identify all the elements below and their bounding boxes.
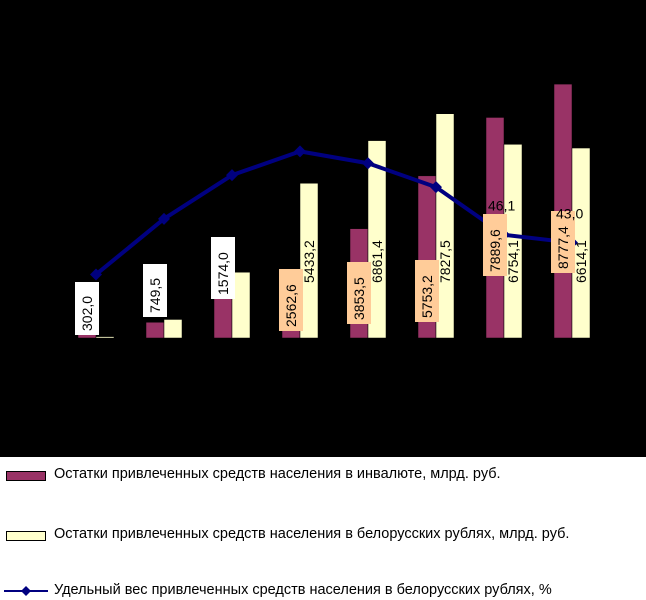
share-marker-0 [90,268,102,281]
legend-label-foreign: Остатки привлеченных средств населения в… [54,466,501,482]
label-share-7: 43,0 [556,206,583,222]
bar-byr-0 [95,336,115,339]
label-foreign-2-box [211,237,235,299]
label-share-6: 46,1 [488,198,515,214]
bar-byr-1 [163,319,183,339]
label-byr-4: 6861,4 [369,240,385,283]
bar-foreign-2 [213,296,233,339]
combo-chart: 302,0 749,5 1574,0 2562,6 3853,5 5753,2 7889,6… [75,83,591,339]
label-foreign-7-box [551,211,575,273]
bar-byr-3 [299,182,319,339]
label-foreign-6: 7889,6 [487,229,503,272]
legend-swatch-foreign [6,471,46,481]
legend-label-byr: Остатки привлеченных средств населения в… [54,526,570,542]
bar-byr-2 [231,271,251,339]
label-byr-6: 6754,1 [505,240,521,283]
label-byr-3: 5433,2 [301,240,317,283]
legend-label-share: Удельный вес привлеченных средств населе… [54,582,552,598]
label-foreign-4-box [347,262,371,324]
bar-byr-4 [367,140,387,339]
label-foreign-0-box [75,282,99,335]
label-byr-7: 6614,1 [573,240,589,283]
label-foreign-1-box [143,264,167,317]
legend: Остатки привлеченных средств населения в… [0,457,646,599]
label-foreign-6-box [483,214,507,276]
share-marker-2 [226,169,238,182]
label-foreign-7: 8777,4 [555,226,571,269]
label-foreign-5: 5753,2 [419,275,435,318]
label-foreign-1: 749,5 [147,278,163,313]
share-marker-1 [158,212,170,225]
label-foreign-5-box [415,260,439,322]
share-marker-4 [362,157,374,170]
label-foreign-3-box [279,269,303,331]
label-foreign-4: 3853,5 [351,277,367,320]
chart-area: 302,0 749,5 1574,0 2562,6 3853,5 5753,2 7889,6… [0,0,646,457]
legend-swatch-share [4,586,48,596]
label-foreign-2: 1574,0 [215,252,231,295]
share-marker-3 [294,145,306,158]
bar-foreign-1 [145,321,165,339]
label-foreign-3: 2562,6 [283,284,299,327]
share-marker-5 [430,181,442,194]
label-byr-5: 7827,5 [437,240,453,283]
label-foreign-0: 302,0 [79,296,95,331]
legend-swatch-byr [6,531,46,541]
bar-byr-5 [435,113,455,339]
